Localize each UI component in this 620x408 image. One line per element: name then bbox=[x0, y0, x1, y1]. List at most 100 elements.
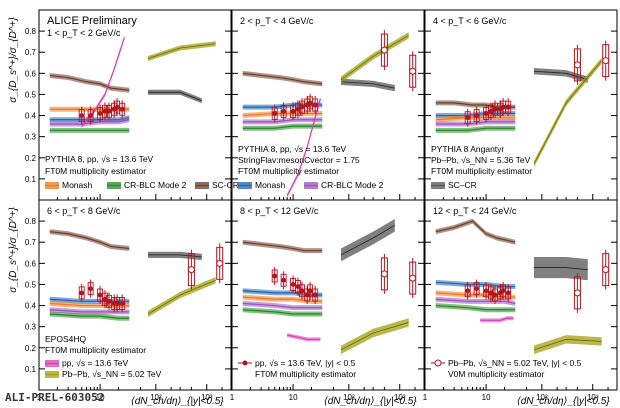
collaboration-label: ALICE Preliminary bbox=[47, 15, 137, 27]
model-line-angantyr bbox=[340, 81, 395, 89]
data-point-pp bbox=[290, 108, 296, 114]
panel-frame bbox=[38, 199, 232, 391]
data-point-pp bbox=[483, 111, 489, 116]
model-band-crblc bbox=[435, 303, 516, 313]
model-line-sccr bbox=[242, 241, 323, 252]
data-point-pp bbox=[97, 292, 103, 298]
data-point-pbpb bbox=[216, 259, 224, 267]
model-line-crblc bbox=[435, 304, 516, 311]
legend-label-crblc: CR-BLC Mode 2 bbox=[124, 180, 187, 190]
model-line-epos_pp bbox=[286, 98, 321, 197]
model-line-epos_pp bbox=[287, 334, 321, 340]
pt-range-label: 12 < p_T < 24 GeV/c bbox=[433, 206, 517, 216]
model-band-epos_pbpb bbox=[533, 335, 602, 355]
x-axis-label: ⟨dN_ch/dη⟩_{|y|<0.5} bbox=[131, 396, 224, 407]
model-line-sccr bbox=[49, 231, 130, 250]
data-point-pp bbox=[465, 115, 471, 121]
model-band-angantyr bbox=[340, 219, 395, 262]
data-point-pbpb bbox=[602, 57, 610, 65]
data-point-pp bbox=[465, 288, 471, 294]
model-name: EPOS4HQ bbox=[45, 334, 86, 344]
model-line-epos_pp bbox=[480, 317, 514, 321]
y-axis-label: σ_{D_s^+}/σ_{D^+} bbox=[8, 207, 19, 293]
y-tick-label: 0.8 bbox=[25, 217, 37, 226]
model-band-epos_pbpb bbox=[340, 318, 409, 355]
panel-frame bbox=[424, 199, 618, 391]
legend-marker-pp bbox=[242, 360, 248, 366]
model-band-epos_pbpb bbox=[147, 277, 216, 318]
data-point-pp bbox=[299, 104, 305, 110]
data-point-pbpb bbox=[380, 46, 388, 54]
legend-label-data-pp: pp, √s = 13.6 TeV, |y| < 0.5 bbox=[255, 358, 356, 368]
data-point-pp bbox=[114, 301, 120, 306]
data-point-pp bbox=[272, 273, 278, 279]
data-point-pp bbox=[505, 290, 511, 296]
x-axis-label: ⟨dN_ch/dη⟩_{|y|<0.5} bbox=[324, 396, 417, 407]
preliminary-id: ALI-PREL-603052 bbox=[5, 391, 105, 404]
data-point-pbpb bbox=[409, 274, 417, 282]
y-tick-label: 0.3 bbox=[25, 133, 37, 142]
model-band-epos_pbpb bbox=[340, 32, 409, 83]
data-point-pp bbox=[483, 288, 489, 294]
legend-label-epos_pp: pp, √s = 13.6 TeV bbox=[62, 358, 129, 368]
x-tick-label: 1 bbox=[423, 393, 428, 402]
model-line-crblc bbox=[49, 313, 130, 319]
data-point-pp bbox=[114, 104, 120, 110]
model-line-sccr bbox=[242, 72, 323, 85]
y-tick-label: 0.8 bbox=[25, 27, 37, 36]
legend-label-fcrblc: CR-BLC Mode 2 bbox=[321, 180, 384, 190]
model-line-angantyr bbox=[340, 224, 395, 256]
x-tick-label: 10³ bbox=[394, 393, 406, 402]
model-band-fcrblc bbox=[49, 307, 130, 315]
model-line-sccr bbox=[49, 74, 130, 91]
model-line-epos_pbpb bbox=[340, 322, 409, 351]
y-tick-label: 0.2 bbox=[25, 154, 37, 163]
data-point-pp bbox=[272, 111, 278, 116]
panel-5 bbox=[231, 199, 425, 391]
data-point-pp bbox=[97, 111, 103, 116]
data-point-pbpb bbox=[573, 61, 581, 69]
model-band-angantyr bbox=[147, 89, 202, 104]
data-point-pp bbox=[312, 292, 318, 298]
data-point-pp bbox=[474, 113, 480, 118]
y-tick-label: 0.5 bbox=[25, 90, 37, 99]
model-line-epos_pbpb bbox=[147, 43, 216, 59]
y-axis-label: σ_{D_s^+}/σ_{D^+} bbox=[8, 17, 19, 103]
model-line-epos_pbpb bbox=[533, 60, 602, 165]
data-point-pp bbox=[307, 100, 313, 106]
y-tick-label: 0.1 bbox=[25, 175, 37, 184]
pt-range-label: 8 < p_T < 12 GeV/c bbox=[240, 206, 319, 216]
x-tick-label: 10² bbox=[343, 393, 355, 402]
y-tick-label: 0.7 bbox=[25, 238, 37, 247]
data-point-pp bbox=[79, 113, 85, 118]
data-point-pp bbox=[106, 108, 112, 114]
legend-label-monash: Monash bbox=[62, 180, 93, 190]
model-band-angantyr bbox=[340, 78, 395, 92]
x-tick-label: 10 bbox=[289, 393, 298, 402]
legend-subheader: FT0M multiplicity estimator bbox=[45, 166, 146, 176]
y-tick-label: 0.5 bbox=[25, 280, 37, 289]
y-tick-label: 0.4 bbox=[25, 112, 37, 121]
model-line-epos_pbpb bbox=[147, 279, 216, 315]
y-tick-label: 0.4 bbox=[25, 302, 37, 311]
data-point-pbpb bbox=[602, 266, 610, 274]
data-point-pp bbox=[290, 282, 296, 287]
model-band-sccr bbox=[435, 218, 516, 245]
data-point-pp bbox=[119, 106, 125, 112]
data-point-pp bbox=[299, 288, 305, 294]
legend-header: PYTHIA 8 Angantyr bbox=[431, 144, 504, 154]
legend-label-angantyr: SC–CR bbox=[448, 180, 477, 190]
data-point-pp bbox=[307, 288, 313, 294]
x-tick-label: 10² bbox=[150, 393, 162, 402]
model-band-epos_pbpb bbox=[147, 41, 216, 62]
model-line-fcrblc bbox=[435, 298, 516, 305]
model-band-angantyr bbox=[533, 257, 588, 281]
data-point-pp bbox=[281, 108, 287, 114]
legend-label-epos_pbpb: Pb–Pb, √s_NN = 5.02 TeV bbox=[62, 369, 162, 379]
pt-range-label: 4 < p_T < 6 GeV/c bbox=[433, 16, 507, 26]
data-point-pp bbox=[304, 292, 310, 298]
model-line-crblc bbox=[242, 125, 323, 129]
model-line-angantyr bbox=[147, 91, 202, 102]
data-point-pp bbox=[106, 298, 112, 304]
